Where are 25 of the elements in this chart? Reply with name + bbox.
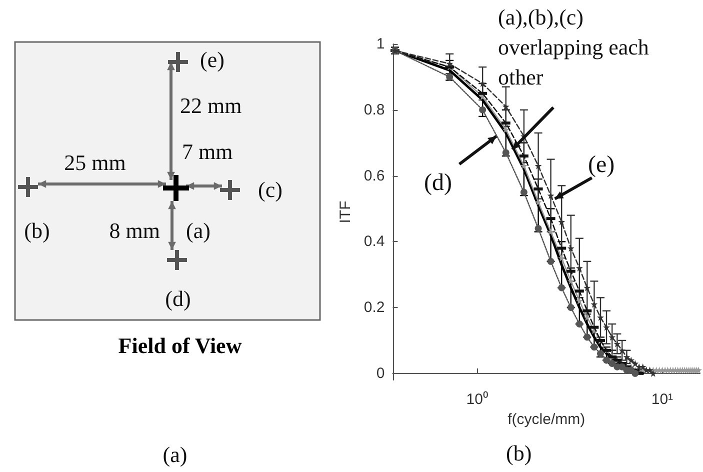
text: 7 mm [182,139,233,164]
text: 22 mm [180,93,242,118]
y-tick-label: 0.4 [364,233,385,250]
annotation: (a),(b),(c) overlapping each other [498,4,654,90]
text: (e) [200,47,224,72]
text: (a) [162,442,188,467]
y-tick-label: 0.6 [364,167,385,184]
text: (a) [186,218,210,243]
y-tick-label: 1 [376,36,385,52]
text: 25 mm [64,150,126,175]
y-tick-label: 0 [376,364,385,382]
text: (b) [24,218,50,243]
y-tick-label: 0.8 [364,101,385,118]
text: Field of View [118,333,242,358]
y-axis-title: ITF [337,200,354,224]
text: 8 mm [109,218,160,243]
annotation: (d) [424,170,452,196]
text: (c) [258,177,282,202]
y-tick-label: 0.2 [364,299,385,316]
x-tick-label: 10⁰ [466,391,488,408]
text: (d) [165,286,191,311]
annotation: (e) [588,152,615,178]
x-tick-label: 10¹ [651,391,674,408]
text: (b) [506,440,532,466]
x-axis-title: f(cycle/mm) [508,410,586,428]
